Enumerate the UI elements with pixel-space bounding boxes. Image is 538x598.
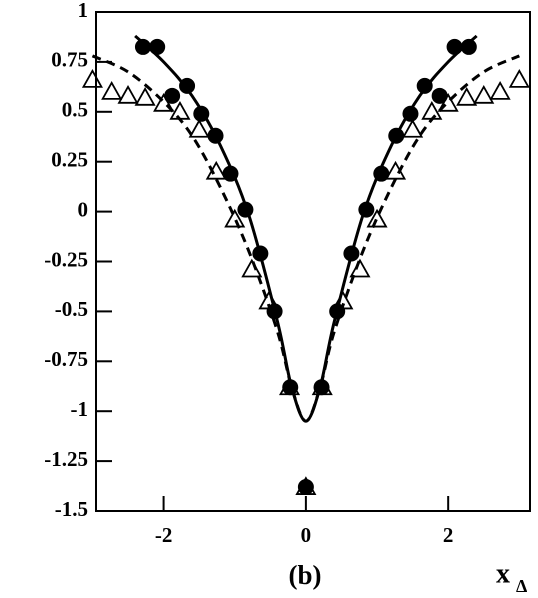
triangle-marker <box>489 81 511 100</box>
y-tick-label: 0.5 <box>62 98 88 122</box>
triangle-marker <box>311 376 333 396</box>
y-tick-label: -1.25 <box>44 447 88 471</box>
triangle-marker <box>224 208 246 228</box>
circle-marker <box>431 87 448 104</box>
triangle-marker <box>508 69 530 88</box>
triangle-marker <box>134 86 156 106</box>
circle-marker <box>388 127 405 144</box>
triangle-marker <box>332 290 354 310</box>
x-tick-label: 0 <box>301 523 312 547</box>
circle-marker <box>358 201 375 218</box>
y-tick-label: 0 <box>78 197 89 221</box>
y-tick-label: -1.5 <box>55 497 88 521</box>
triangle-marker <box>153 92 175 112</box>
fit-curve <box>91 54 520 423</box>
circle-marker <box>343 245 360 262</box>
triangle-marker <box>117 84 139 104</box>
circle-marker <box>416 77 433 94</box>
circle-marker <box>402 105 419 122</box>
triangle-marker <box>241 258 263 278</box>
triangle-marker <box>295 476 317 495</box>
triangle-marker <box>81 69 103 88</box>
triangle-marker <box>456 86 478 106</box>
y-tick-label: 1 <box>78 0 89 22</box>
triangle-marker <box>384 160 407 180</box>
circle-marker <box>164 87 181 104</box>
circle-marker <box>207 127 224 144</box>
circle-marker <box>237 201 254 218</box>
y-tick-label: -1 <box>71 397 89 421</box>
y-tick-label: 0.75 <box>51 48 88 72</box>
circle-marker <box>373 165 390 182</box>
triangle-marker <box>349 258 371 278</box>
triangle-marker <box>205 160 227 180</box>
y-tick-label: -0.75 <box>44 347 88 371</box>
circle-marker <box>297 479 314 496</box>
y-tick-label: 0.25 <box>51 148 88 172</box>
circle-marker <box>460 38 477 55</box>
y-tick-label: -0.25 <box>44 247 88 271</box>
x-tick-label: -2 <box>155 523 173 547</box>
circle-marker <box>266 303 283 320</box>
x-axis-label-sub: Δ <box>516 576 527 596</box>
circle-marker <box>446 38 463 55</box>
circle-marker <box>329 303 346 320</box>
circle-marker <box>193 105 210 122</box>
y-tick-label: -0.5 <box>55 297 88 321</box>
x-tick-label: 2 <box>443 523 454 547</box>
circle-marker <box>179 77 196 94</box>
triangle-marker <box>421 100 443 120</box>
triangle-marker <box>402 118 424 138</box>
circle-marker <box>252 245 269 262</box>
x-axis-label: x <box>496 558 510 589</box>
circle-marker <box>134 38 151 55</box>
triangle-marker <box>101 81 123 100</box>
triangle-marker <box>278 376 301 396</box>
triangle-marker <box>437 92 459 112</box>
circle-marker <box>222 165 239 182</box>
triangle-marker <box>169 100 191 120</box>
triangle-marker <box>366 208 388 228</box>
triangle-marker <box>188 118 210 138</box>
panel-label: (b) <box>289 560 322 590</box>
circle-marker <box>149 38 166 55</box>
triangle-marker <box>473 84 495 104</box>
triangle-marker <box>258 290 280 310</box>
